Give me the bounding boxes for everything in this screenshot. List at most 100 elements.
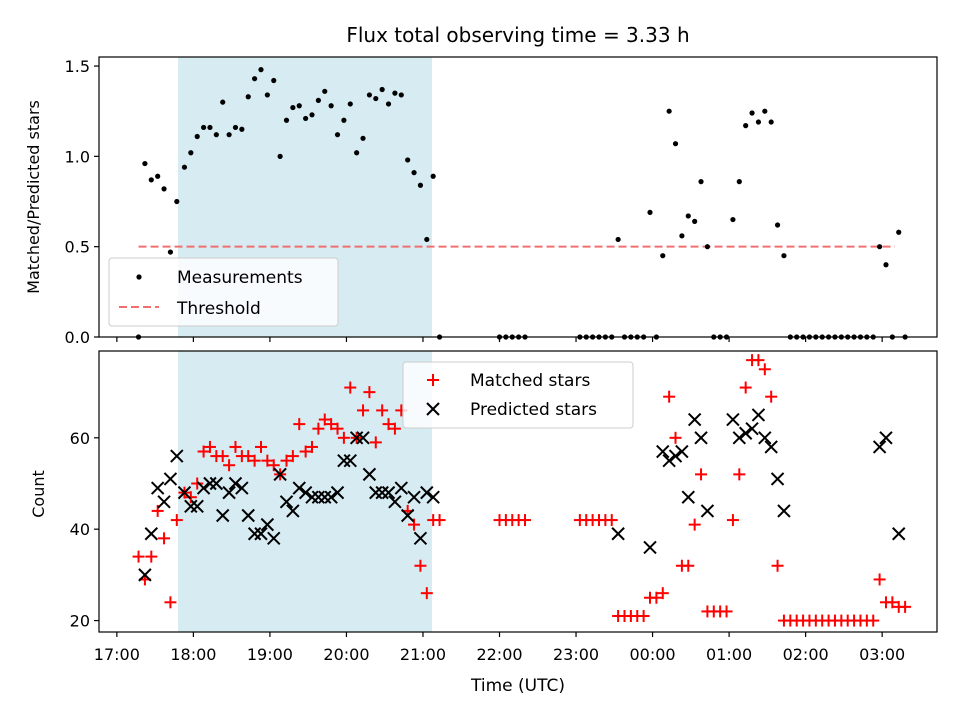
predicted-star-point: [157, 495, 171, 509]
matched-star-point: [299, 445, 312, 458]
measurement-point: [883, 262, 889, 268]
matched-star-point: [331, 422, 344, 435]
x-tick-label: 02:00: [783, 645, 829, 664]
predicted-star-point: [668, 449, 683, 463]
measurement-point: [660, 253, 666, 259]
predicted-star-point: [700, 504, 715, 518]
measurement-point: [315, 97, 321, 103]
predicted-star-point: [764, 440, 778, 454]
predicted-star-point: [138, 568, 152, 582]
matched-star-point: [254, 440, 267, 453]
x-tick-label: 18:00: [170, 645, 216, 664]
measurement-point: [704, 244, 711, 250]
top-ytick-label: 1.0: [65, 147, 90, 166]
matched-star-point: [280, 454, 293, 467]
bottom-ytick-label: 40: [70, 520, 90, 539]
matched-star-point: [752, 354, 765, 367]
measurement-point: [736, 179, 742, 185]
predicted-star-point: [311, 490, 326, 504]
measurement-point: [309, 112, 315, 118]
measurement-point: [692, 218, 698, 224]
measurement-point: [373, 95, 379, 102]
matched-star-point: [663, 390, 676, 403]
predicted-star-point: [177, 485, 192, 500]
matched-star-point: [357, 404, 370, 417]
matched-star-point: [433, 514, 446, 527]
matched-star-point: [318, 413, 331, 426]
predicted-star-point: [286, 504, 300, 518]
measurement-point: [385, 101, 392, 107]
measurement-point: [303, 115, 309, 122]
measurement-point: [341, 117, 347, 123]
measurement-point: [264, 92, 270, 98]
matched-star-point: [605, 514, 618, 527]
predicted-star-point: [369, 485, 383, 500]
top-legend-measurements-label: Measurements: [177, 268, 303, 288]
matched-star-point: [216, 450, 229, 463]
bottom-legend: Matched stars Predicted stars: [402, 361, 634, 429]
matched-star-point: [158, 532, 171, 545]
predicted-star-point: [343, 453, 357, 468]
measurement-point: [213, 132, 219, 138]
top-panel: 0.0 0.5 1.0 1.5 Matched/Predicted stars Mea…: [24, 56, 938, 347]
bottom-legend-predicted-label: Predicted stars: [470, 400, 597, 420]
measurement-point: [239, 126, 245, 132]
predicted-star-point: [662, 453, 676, 468]
measurement-point: [379, 86, 385, 93]
measurement-point: [749, 110, 755, 116]
predicted-star-point: [656, 444, 670, 459]
measurement-point: [148, 177, 154, 183]
x-tick-label: 23:00: [553, 645, 599, 664]
measurement-point: [271, 77, 277, 84]
predicted-star-point: [394, 481, 408, 495]
predicted-star-point: [426, 490, 440, 504]
matched-star-point: [720, 605, 733, 618]
x-tick-label: 19:00: [247, 645, 293, 664]
measurement-point: [647, 209, 653, 215]
bottom-legend-box: [402, 361, 634, 429]
measurement-point: [417, 182, 424, 188]
matched-star-point: [867, 614, 880, 627]
predicted-star-point: [254, 527, 268, 541]
measurement-point: [226, 132, 232, 138]
predicted-star-point: [318, 490, 332, 504]
predicted-star-point: [279, 495, 294, 509]
predicted-star-point: [362, 467, 377, 482]
predicted-star-point: [758, 431, 772, 445]
matched-star-point: [293, 418, 306, 431]
matched-star-point: [886, 596, 899, 609]
matched-star-point: [765, 390, 778, 403]
matched-star-point: [369, 436, 382, 449]
bottom-axes-frame: [98, 350, 938, 633]
predicted-star-point: [260, 517, 275, 532]
predicted-star-point: [196, 481, 211, 495]
predicted-star-point: [407, 490, 421, 504]
predicted-star-point: [247, 527, 262, 541]
predicted-star-point: [356, 431, 370, 445]
predicted-star-point: [190, 499, 204, 514]
predicted-star-point: [292, 481, 306, 495]
measurement-point: [679, 233, 685, 239]
predicted-star-point: [170, 449, 184, 463]
measurement-point: [685, 213, 691, 219]
matched-star-point: [758, 363, 771, 376]
measurement-point: [896, 229, 902, 235]
matched-star-point: [312, 422, 325, 435]
predicted-star-point: [643, 540, 657, 555]
x-tick-label: 03:00: [859, 645, 905, 664]
matched-star-point: [344, 381, 357, 394]
top-axes-frame: [98, 56, 938, 338]
predicted-star-point: [879, 431, 893, 445]
measurement-point: [161, 186, 167, 192]
predicted-star-point: [675, 444, 689, 459]
top-legend-measurements-marker: [136, 274, 142, 280]
measurement-point: [781, 253, 787, 259]
matched-star-point: [650, 591, 663, 604]
measurement-point: [755, 119, 762, 125]
measurement-point: [245, 94, 251, 100]
predicted-star-point: [209, 476, 224, 491]
x-tick-label: 17:00: [94, 645, 140, 664]
matched-star-point: [132, 550, 145, 563]
predicted-star-point: [694, 431, 708, 445]
